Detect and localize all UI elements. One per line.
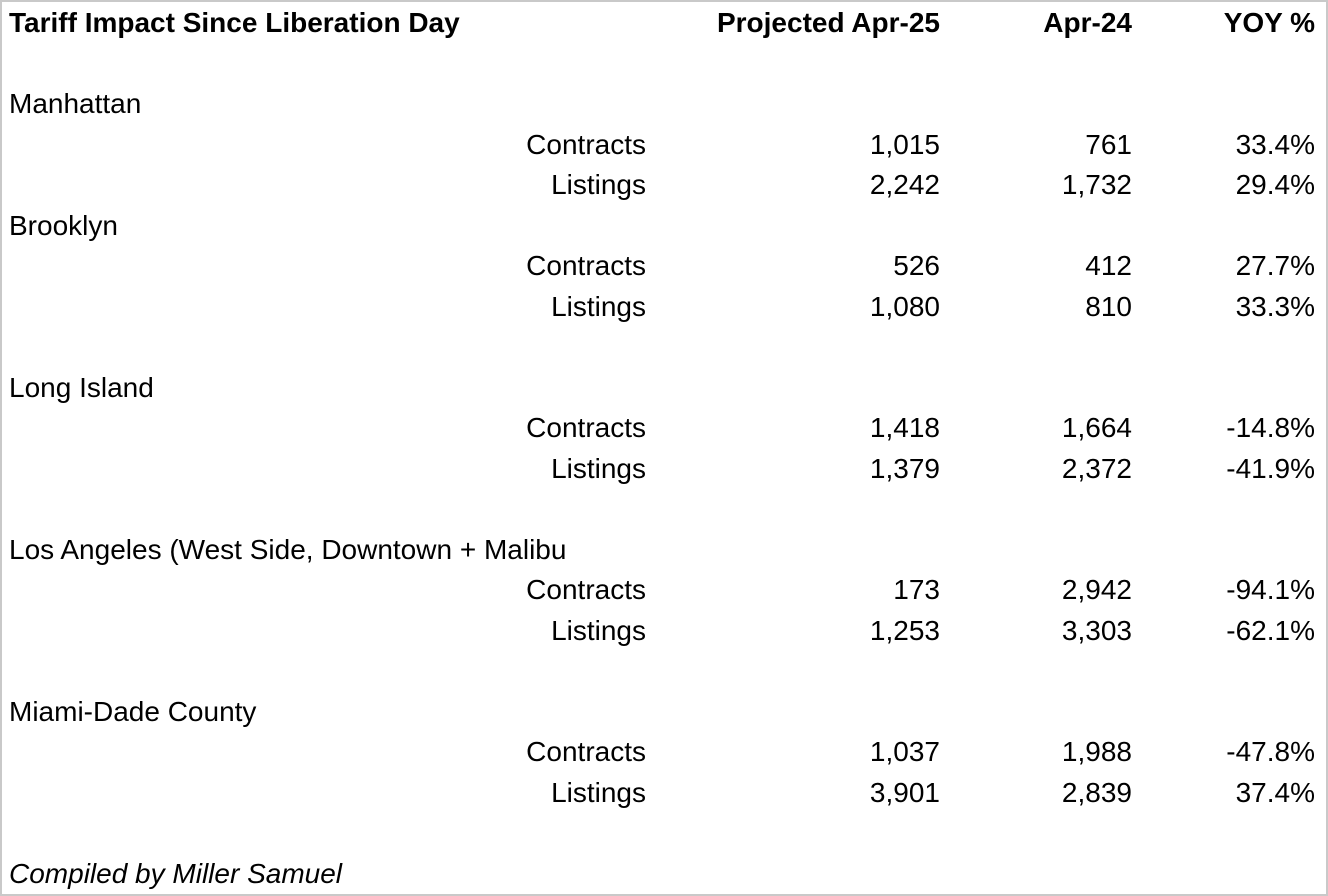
- blank-row: [2, 44, 1326, 85]
- tariff-impact-table: Tariff Impact Since Liberation Day Proje…: [2, 3, 1326, 894]
- value-yoy: -62.1%: [1226, 614, 1315, 646]
- credit-text: Compiled by Miller Samuel: [9, 857, 343, 889]
- value-apr24: 2,942: [1061, 574, 1132, 606]
- metric-label: Listings: [551, 169, 646, 201]
- region-row-los-angeles: Los Angeles (West Side, Downtown + Malib…: [2, 530, 1326, 571]
- region-label: Los Angeles (West Side, Downtown + Malib…: [9, 533, 567, 565]
- region-label: Manhattan: [9, 88, 142, 120]
- value-yoy: -47.8%: [1226, 736, 1315, 768]
- metric-label: Listings: [551, 452, 646, 484]
- value-apr24: 1,732: [1061, 169, 1132, 201]
- column-header-yoy-pct: YOY %: [1223, 7, 1315, 39]
- blank-row: [2, 489, 1326, 530]
- metric-label: Contracts: [526, 412, 646, 444]
- value-apr24: 2,839: [1061, 776, 1132, 808]
- value-apr24: 761: [1085, 128, 1132, 160]
- metric-row: Listings 2,242 1,732 29.4%: [2, 165, 1326, 206]
- metric-row: Contracts 1,418 1,664 -14.8%: [2, 408, 1326, 449]
- region-label: Brooklyn: [9, 209, 118, 241]
- column-header-projected-apr-25: Projected Apr-25: [716, 7, 940, 39]
- footer-row: Compiled by Miller Samuel: [2, 854, 1326, 895]
- metric-label: Contracts: [526, 736, 646, 768]
- value-apr24: 1,988: [1061, 736, 1132, 768]
- header-row: Tariff Impact Since Liberation Day Proje…: [2, 3, 1326, 44]
- metric-row: Listings 1,080 810 33.3%: [2, 287, 1326, 328]
- value-projected: 1,253: [869, 614, 940, 646]
- metric-row: Contracts 1,037 1,988 -47.8%: [2, 732, 1326, 773]
- region-row-long-island: Long Island: [2, 368, 1326, 409]
- region-row-brooklyn: Brooklyn: [2, 206, 1326, 247]
- metric-label: Listings: [551, 290, 646, 322]
- table-title: Tariff Impact Since Liberation Day: [9, 7, 460, 39]
- region-label: Long Island: [9, 371, 154, 403]
- value-projected: 526: [893, 250, 940, 282]
- value-apr24: 1,664: [1061, 412, 1132, 444]
- value-yoy: 29.4%: [1235, 169, 1315, 201]
- region-row-miami-dade: Miami-Dade County: [2, 692, 1326, 733]
- value-yoy: -14.8%: [1226, 412, 1315, 444]
- metric-label: Contracts: [526, 250, 646, 282]
- region-row-manhattan: Manhattan: [2, 84, 1326, 125]
- blank-row: [2, 813, 1326, 854]
- value-apr24: 810: [1085, 290, 1132, 322]
- metric-row: Listings 1,379 2,372 -41.9%: [2, 449, 1326, 490]
- metric-row: Contracts 173 2,942 -94.1%: [2, 570, 1326, 611]
- value-projected: 1,418: [869, 412, 940, 444]
- value-yoy: 33.4%: [1235, 128, 1315, 160]
- metric-row: Listings 3,901 2,839 37.4%: [2, 773, 1326, 814]
- metric-label: Listings: [551, 776, 646, 808]
- value-apr24: 412: [1085, 250, 1132, 282]
- value-yoy: 37.4%: [1235, 776, 1315, 808]
- value-apr24: 3,303: [1061, 614, 1132, 646]
- metric-label: Contracts: [526, 128, 646, 160]
- value-yoy: -41.9%: [1226, 452, 1315, 484]
- value-yoy: 27.7%: [1235, 250, 1315, 282]
- metric-label: Listings: [551, 614, 646, 646]
- value-yoy: -94.1%: [1226, 574, 1315, 606]
- value-projected: 1,015: [869, 128, 940, 160]
- value-apr24: 2,372: [1061, 452, 1132, 484]
- value-projected: 2,242: [869, 169, 940, 201]
- blank-row: [2, 651, 1326, 692]
- value-projected: 1,037: [869, 736, 940, 768]
- metric-row: Contracts 1,015 761 33.4%: [2, 125, 1326, 166]
- region-label: Miami-Dade County: [9, 695, 257, 727]
- value-projected: 3,901: [869, 776, 940, 808]
- metric-row: Listings 1,253 3,303 -62.1%: [2, 611, 1326, 652]
- value-yoy: 33.3%: [1235, 290, 1315, 322]
- value-projected: 1,080: [869, 290, 940, 322]
- column-header-apr-24: Apr-24: [1043, 7, 1132, 39]
- value-projected: 1,379: [869, 452, 940, 484]
- value-projected: 173: [893, 574, 940, 606]
- metric-label: Contracts: [526, 574, 646, 606]
- blank-row: [2, 327, 1326, 368]
- metric-row: Contracts 526 412 27.7%: [2, 246, 1326, 287]
